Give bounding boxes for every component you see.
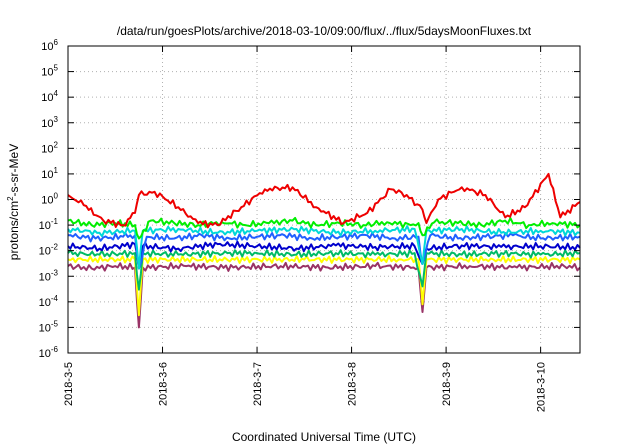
x-axis: 2018-3-5 2018-3-6 2018-3-7 2018-3-8 2018-3-9…	[63, 46, 548, 412]
y-tick-base: 10	[41, 195, 53, 207]
x-tick-label: 2018-3-8	[347, 362, 359, 406]
y-tick-base: 10	[41, 143, 53, 155]
y-tick-exponent: 2	[54, 140, 59, 149]
y-tick-exponent: 4	[54, 89, 59, 98]
y-axis-label-exponent: 2	[6, 196, 15, 201]
y-tick-base: 10	[39, 297, 51, 309]
y-axis-label: protons/cm2-s-sr-MeV	[6, 144, 21, 260]
series-line-2	[67, 216, 581, 240]
y-tick-base: 10	[39, 271, 51, 283]
y-tick-base: 10	[39, 322, 51, 334]
grid-lines	[68, 46, 580, 353]
y-tick-label: 102	[41, 140, 58, 155]
y-tick-exponent: 1	[54, 166, 59, 175]
y-tick-label: 101	[41, 166, 58, 181]
y-tick-label: 10-1	[39, 217, 59, 232]
y-axis-label-main: protons/cm	[7, 201, 21, 260]
y-tick-exponent: -3	[51, 268, 59, 277]
x-tick-label: 2018-3-9	[441, 362, 453, 406]
y-tick-label: 10-6	[39, 345, 59, 360]
x-axis-label: Coordinated Universal Time (UTC)	[232, 430, 416, 444]
y-tick-exponent: 0	[54, 192, 59, 201]
y-tick-label: 104	[41, 89, 58, 104]
y-tick-base: 10	[41, 92, 53, 104]
y-tick-base: 10	[41, 67, 53, 79]
series-line-8	[67, 261, 581, 329]
y-tick-base: 10	[39, 246, 51, 258]
y-tick-exponent: 3	[54, 115, 59, 124]
x-tick-label: 2018-3-5	[63, 362, 75, 406]
y-tick-base: 10	[41, 41, 53, 53]
y-tick-label: 100	[41, 192, 58, 207]
y-tick-exponent: -1	[51, 217, 59, 226]
y-axis: 10-610-510-410-310-210-11001011021031041…	[39, 38, 580, 360]
series-line-4	[67, 232, 581, 270]
y-tick-exponent: 5	[54, 64, 59, 73]
y-tick-label: 10-3	[39, 268, 59, 283]
y-tick-base: 10	[39, 220, 51, 232]
series-line-1	[67, 172, 581, 229]
series-line-6	[67, 249, 581, 291]
y-tick-base: 10	[41, 169, 53, 181]
x-tick-label: 2018-3-6	[158, 362, 170, 406]
y-tick-label: 106	[41, 38, 58, 53]
y-tick-exponent: -2	[51, 243, 59, 252]
y-tick-label: 105	[41, 64, 58, 79]
y-axis-label-unit: -s-sr-MeV	[7, 144, 21, 197]
y-tick-exponent: -4	[51, 294, 59, 303]
y-tick-label: 10-2	[39, 243, 59, 258]
y-tick-base: 10	[41, 118, 53, 130]
series-line-7	[67, 255, 581, 317]
y-tick-label: 10-5	[39, 319, 59, 334]
y-tick-label: 103	[41, 115, 58, 130]
series-layer	[67, 172, 581, 329]
y-tick-exponent: 6	[54, 38, 59, 47]
x-tick-label: 2018-3-10	[536, 362, 548, 412]
series-line-5	[67, 240, 581, 270]
y-tick-exponent: -5	[51, 319, 59, 328]
y-tick-exponent: -6	[51, 345, 59, 354]
y-tick-label: 10-4	[39, 294, 59, 309]
y-tick-base: 10	[39, 348, 51, 360]
chart-title: /data/run/goesPlots/archive/2018-03-10/0…	[117, 24, 532, 38]
x-tick-label: 2018-3-7	[252, 362, 264, 406]
series-line-3	[67, 225, 581, 270]
